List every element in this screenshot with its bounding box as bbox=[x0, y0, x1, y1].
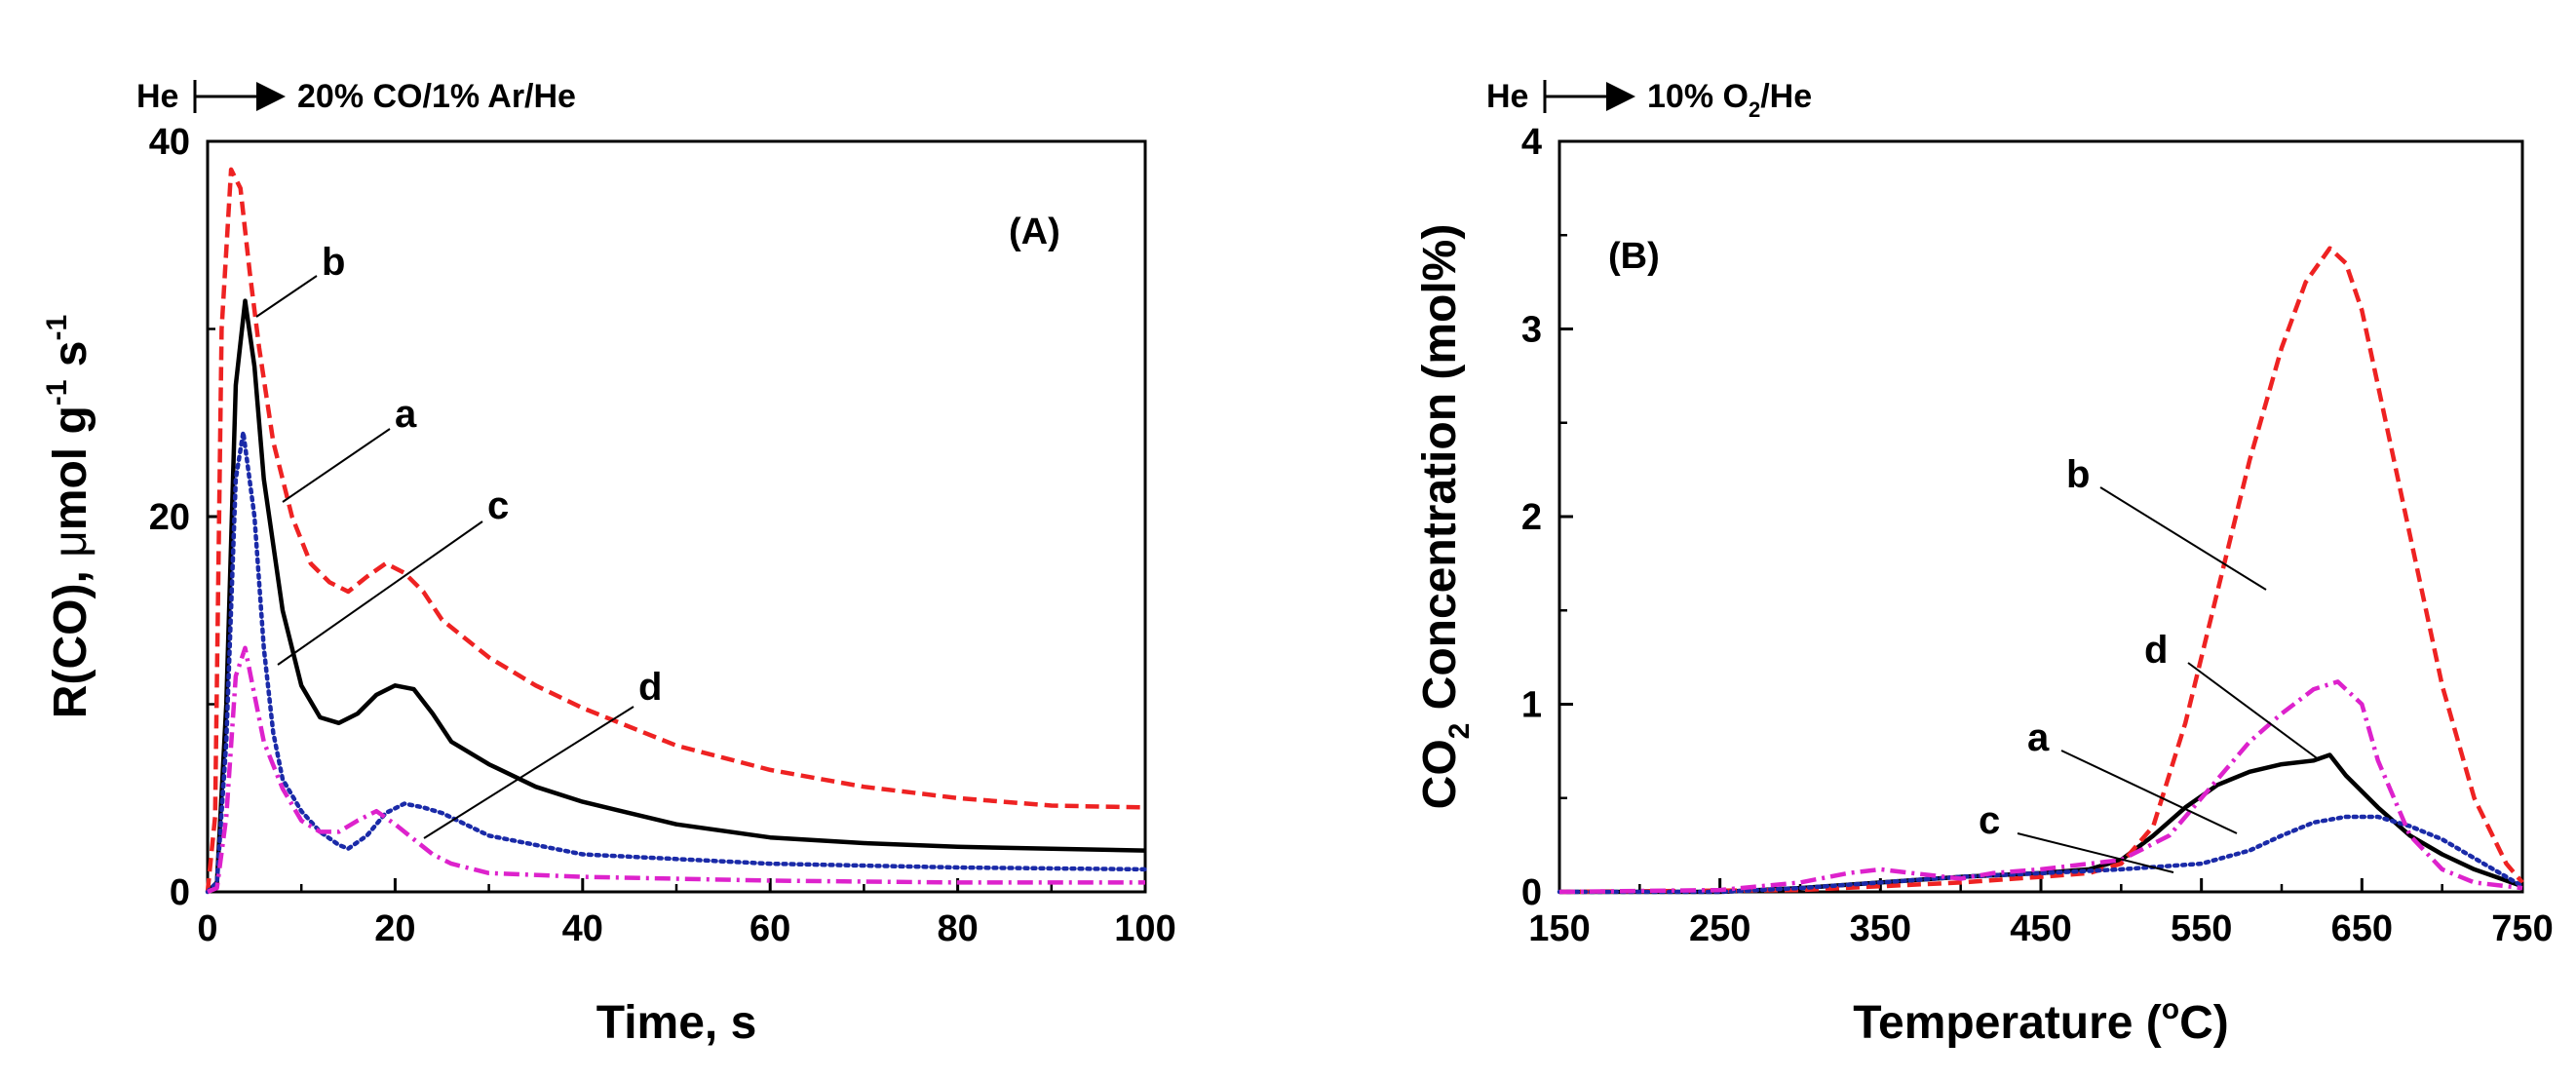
x-tick-label-b-350: 350 bbox=[1850, 908, 1911, 949]
gas-switch-from-a: He bbox=[136, 78, 178, 115]
x-tick-label-b-750: 750 bbox=[2491, 908, 2553, 949]
annotation-leader-d-b bbox=[2187, 662, 2321, 761]
chart-panel-a: He 20% CO/1% Ar/He 0 20 40 60 80 100 0 20 40 (A)… bbox=[41, 78, 1176, 1049]
y-axis-label-a: R(CO), μmol g-1 s-1 bbox=[41, 315, 96, 718]
series-group-a bbox=[205, 167, 1148, 895]
x-axis-label-b: Temperature (oC) bbox=[1853, 993, 2229, 1049]
x-tick-label-a-40: 40 bbox=[562, 908, 603, 949]
y-label-unit1-a: mol g bbox=[45, 405, 96, 530]
annotation-label-b-a: b bbox=[322, 241, 345, 284]
y-label-unit2-a: s bbox=[45, 341, 96, 380]
axis-ticks-b: 150 250 350 450 550 650 750 0 1 2 3 4 bbox=[1521, 122, 2554, 949]
y-tick-label-a-20: 20 bbox=[149, 497, 190, 538]
plot-frame-b bbox=[1557, 139, 2524, 894]
annotation-label-a-b: a bbox=[2027, 716, 2050, 759]
x-tick-label-a-80: 80 bbox=[937, 908, 978, 949]
annotation-label-c-a: c bbox=[487, 484, 509, 527]
x-tick-label-b-250: 250 bbox=[1689, 908, 1750, 949]
annotation-leader-c-b bbox=[2017, 832, 2174, 873]
x-tick-label-b-650: 650 bbox=[2331, 908, 2393, 949]
axis-ticks-a: 0 20 40 60 80 100 0 20 40 bbox=[149, 122, 1176, 949]
y-label-main-a: R(CO), bbox=[45, 558, 96, 718]
y-tick-label-a-0: 0 bbox=[170, 872, 190, 913]
x-tick-label-b-550: 550 bbox=[2171, 908, 2232, 949]
series-line-a-c bbox=[205, 430, 1148, 895]
gas-switch-to-a: 20% CO/1% Ar/He bbox=[297, 78, 576, 115]
y-tick-label-b-4: 4 bbox=[1521, 122, 1542, 163]
x-tick-label-b-150: 150 bbox=[1528, 908, 1590, 949]
y-tick-label-b-0: 0 bbox=[1521, 872, 1542, 913]
annotation-leader-a-b bbox=[2060, 750, 2238, 834]
y-axis-label-b: CO2 Concentration (mol%) bbox=[1414, 224, 1476, 810]
series-line-b-b bbox=[1558, 246, 2524, 895]
series-line-a-d bbox=[207, 645, 1145, 895]
annotation-leader-b-a bbox=[255, 275, 318, 318]
x-tick-label-a-20: 20 bbox=[374, 908, 415, 949]
series-line-b-d bbox=[1558, 679, 2523, 895]
x-tick-label-a-0: 0 bbox=[197, 908, 217, 949]
series-line-b-c bbox=[1557, 814, 2525, 895]
panel-label-b: (B) bbox=[1608, 236, 1660, 277]
x-axis-label-a: Time, s bbox=[596, 997, 757, 1049]
y-label-exp2-a: -1 bbox=[41, 315, 73, 341]
y-tick-label-b-2: 2 bbox=[1521, 497, 1542, 538]
y-tick-label-b-1: 1 bbox=[1521, 685, 1542, 726]
annotation-leader-c-a bbox=[277, 520, 483, 666]
annotation-label-d-a: d bbox=[638, 666, 662, 709]
series-line-a-a bbox=[206, 298, 1146, 894]
annotation-leader-b-b bbox=[2099, 486, 2267, 591]
x-tick-label-a-60: 60 bbox=[750, 908, 790, 949]
annotation-label-d-b: d bbox=[2144, 629, 2168, 672]
annotation-label-c-b: c bbox=[1979, 799, 2000, 842]
series-group-b bbox=[1557, 246, 2525, 895]
gas-switch-from-b: He bbox=[1486, 78, 1528, 115]
y-tick-label-b-3: 3 bbox=[1521, 310, 1542, 351]
chart-panel-b: He 10% O2/He 150 250 350 450 550 650 75001234 … bbox=[1414, 78, 2554, 1049]
annotation-leader-a-a bbox=[282, 428, 391, 503]
y-tick-label-a-40: 40 bbox=[149, 122, 190, 163]
annotation-leader-d-a bbox=[423, 706, 634, 839]
x-tick-label-b-450: 450 bbox=[2010, 908, 2071, 949]
y-label-exp1-a: -1 bbox=[41, 380, 73, 406]
annotation-label-a-a: a bbox=[395, 393, 417, 436]
gas-switch-to-b: 10% O2/He bbox=[1647, 78, 1812, 122]
plot-frame-a bbox=[206, 139, 1147, 894]
panel-label-a: (A) bbox=[1009, 212, 1060, 252]
series-line-a-b bbox=[205, 167, 1146, 893]
y-label-mu-a: μ bbox=[45, 530, 96, 558]
annotation-label-b-b: b bbox=[2066, 453, 2090, 496]
x-tick-label-a-100: 100 bbox=[1114, 908, 1175, 949]
